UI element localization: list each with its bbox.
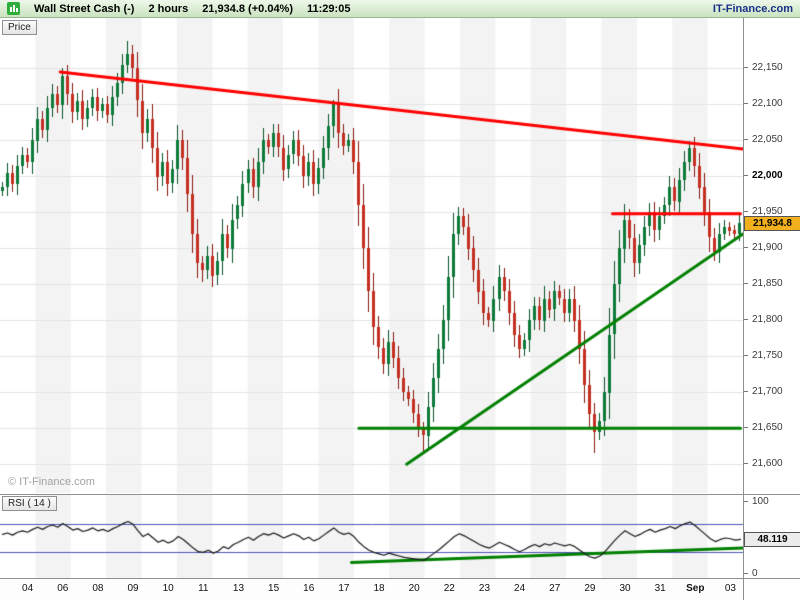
chart-icon [7, 2, 20, 15]
price-axis-tick: 22,100 [744, 99, 800, 109]
price-axis-tick: 21,750 [744, 351, 800, 361]
time-axis-label: 18 [373, 583, 385, 594]
timeframe-label: 2 hours [148, 2, 189, 15]
price-axis-tick: 21,650 [744, 423, 800, 433]
time-axis[interactable]: 04 06 08 09 10 11 13 15 16 17 18 20 22 23 24 27 29 30 31 Se… [0, 579, 743, 600]
watermark-text: © IT-Finance.com [8, 476, 95, 488]
price-axis[interactable]: 21,934.8 48.119 22,150 22,100 22,050 22,000… [743, 18, 800, 600]
rsi-axis-tick: 0 [744, 569, 800, 579]
price-axis-tick: 21,850 [744, 279, 800, 289]
time-axis-label: 27 [549, 583, 561, 594]
axis-separator [0, 578, 800, 579]
instrument-name: Wall Street Cash (-) [34, 2, 135, 15]
brand-link[interactable]: IT-Finance.com [712, 2, 793, 15]
rsi-value-badge: 48.119 [744, 532, 800, 548]
time-axis-label: 08 [92, 583, 104, 594]
price-axis-tick: 22,150 [744, 63, 800, 73]
price-pane: Price © IT-Finance.com [0, 18, 743, 493]
time-axis-label: 22 [443, 583, 455, 594]
price-axis-tick: 21,900 [744, 243, 800, 253]
rsi-axis-tick: 100 [744, 497, 800, 507]
time-axis-label: 09 [127, 583, 139, 594]
time-axis-label: 04 [22, 583, 34, 594]
header-bar: Wall Street Cash (-) 2 hours 21,934.8 (+… [0, 0, 800, 18]
price-axis-tick: 21,700 [744, 387, 800, 397]
last-quote: 21,934.8 (+0.04%) [202, 2, 294, 15]
time-axis-label: 06 [57, 583, 69, 594]
pane-separator [0, 494, 800, 495]
time-axis-label: 03 [724, 583, 736, 594]
time-axis-label: 24 [514, 583, 526, 594]
time-axis-label: 10 [162, 583, 174, 594]
rsi-pane: RSI ( 14 ) [0, 494, 743, 578]
time-axis-label: 20 [408, 583, 420, 594]
price-axis-tick: 21,600 [744, 459, 800, 469]
price-axis-tick: 21,950 [744, 207, 800, 217]
time-axis-label: 16 [303, 583, 315, 594]
time-axis-label: 11 [198, 583, 209, 594]
time-axis-label: 31 [654, 583, 666, 594]
last-price-badge: 21,934.8 [744, 216, 800, 232]
tab-rsi[interactable]: RSI ( 14 ) [2, 496, 57, 511]
price-axis-tick: 22,000 [744, 171, 800, 181]
time-axis-label: Sep [686, 583, 705, 594]
time-axis-label: 30 [619, 583, 631, 594]
quote-time: 11:29:05 [307, 2, 351, 15]
rsi-chart-canvas[interactable] [0, 494, 743, 578]
time-axis-label: 13 [232, 583, 245, 594]
time-axis-label: 17 [338, 583, 350, 594]
chart-column: Price © IT-Finance.com RSI ( 14 ) 04 06 08… [0, 18, 743, 600]
time-axis-label: 29 [584, 583, 596, 594]
time-axis-label: 23 [478, 583, 491, 594]
tab-price[interactable]: Price [2, 20, 37, 35]
price-axis-tick: 22,050 [744, 135, 800, 145]
time-axis-label: 15 [268, 583, 280, 594]
price-axis-tick: 21,800 [744, 315, 800, 325]
price-chart-canvas[interactable] [0, 18, 743, 493]
